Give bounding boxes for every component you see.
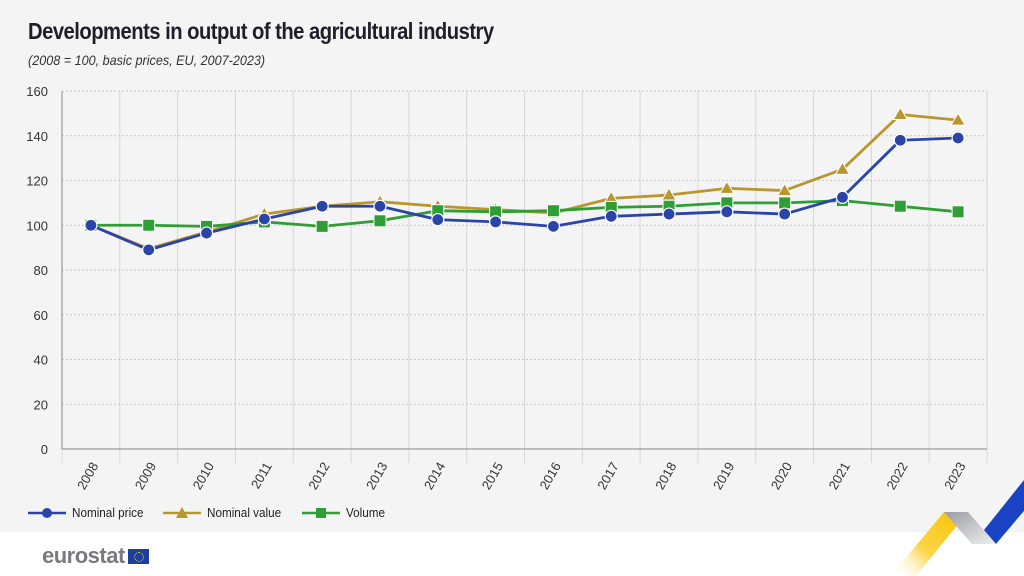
x-tick-label: 2020 [768,460,795,493]
series-line-nominal-price [90,136,959,252]
data-point-nominal-price [893,133,907,147]
data-point-nominal-price [257,212,271,226]
data-point-nominal-value [950,112,966,126]
data-point-volume [142,218,156,232]
legend-item-nominal-price[interactable]: Nominal price [28,505,151,520]
chart-title: Developments in output of the agricultur… [28,18,494,44]
line-chart: 0 20 40 60 80 100 120 140 160 2008 2009 2010 2011 201… [26,84,988,493]
data-point-nominal-value [776,182,793,197]
ribbon-decoration-icon [894,480,1024,576]
x-tick-label: 2015 [479,460,506,493]
data-point-nominal-value [834,161,851,175]
data-point-nominal-value [718,180,735,194]
data-point-nominal-value [892,106,909,120]
y-tick-label: 20 [34,397,48,412]
chart-panel [0,0,1024,532]
legend-item-volume[interactable]: Volume [301,505,389,520]
legend-label: Nominal price [72,505,144,520]
x-tick-label: 2014 [421,460,448,493]
data-point-nominal-price [604,209,618,223]
chart-subtitle: (2008 = 100, basic prices, EU, 2007-2023… [28,52,266,68]
series-line-volume [90,199,959,228]
y-tick-label: 160 [26,84,48,99]
data-point-nominal-price [199,226,214,240]
legend-item-nominal-value[interactable]: Nominal value [163,505,289,520]
square-marker-icon [301,507,340,518]
data-point-nominal-price [951,131,965,145]
eurostat-logo: eurostat [42,543,149,569]
y-tick-label: 140 [26,129,48,144]
data-point-volume [373,214,387,228]
data-point-nominal-price [84,218,98,232]
x-tick-label: 2009 [132,460,159,493]
x-tick-label: 2019 [710,460,737,493]
data-point-nominal-price [546,219,561,233]
y-tick-label: 100 [26,218,48,233]
y-tick-label: 0 [41,442,48,457]
legend-label: Volume [345,505,385,520]
x-tick-label: 2012 [305,460,332,493]
data-point-volume [951,205,965,219]
x-tick-label: 2021 [825,460,852,493]
x-tick-label: 2008 [74,460,101,493]
triangle-marker-icon [163,506,202,518]
y-tick-label: 120 [26,174,48,189]
chart-legend: Nominal price Nominal value Volume [28,505,401,520]
data-point-nominal-price [315,199,329,213]
y-tick-label: 60 [34,308,48,323]
logo-text: eurostat [42,543,125,568]
circle-marker-icon [28,507,66,518]
data-point-nominal-price [142,243,156,257]
x-tick-label: 2011 [248,460,275,492]
data-point-volume [778,196,792,210]
data-point-nominal-price [373,199,387,213]
data-point-volume [315,219,329,233]
x-tick-label: 2016 [536,460,563,493]
data-point-nominal-price [778,207,792,221]
y-tick-label: 80 [34,263,48,278]
data-point-volume [546,204,560,218]
data-point-volume [893,199,907,213]
data-point-nominal-price [835,190,850,204]
x-tick-label: 2018 [652,460,679,493]
y-tick-label: 40 [34,353,48,368]
legend-label: Nominal value [207,505,282,520]
data-point-nominal-price [720,205,734,219]
eu-flag-icon [127,548,149,564]
x-tick-label: 2010 [190,460,217,493]
x-tick-label: 2013 [363,460,390,493]
x-tick-label: 2017 [594,460,621,493]
data-point-nominal-price [488,215,503,229]
data-point-nominal-price [662,207,676,221]
data-point-nominal-price [431,213,445,227]
